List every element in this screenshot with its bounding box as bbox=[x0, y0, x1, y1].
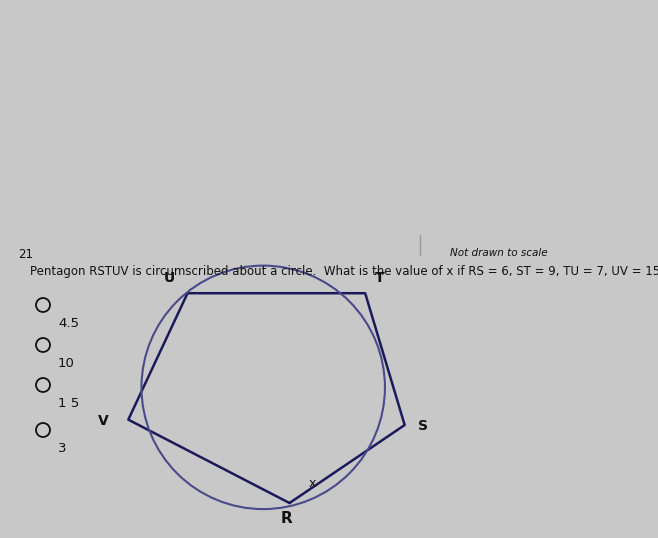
Text: S: S bbox=[418, 419, 428, 433]
Text: V: V bbox=[98, 414, 109, 428]
Text: 10: 10 bbox=[58, 357, 75, 370]
Text: 4.5: 4.5 bbox=[58, 317, 79, 330]
Text: 21: 21 bbox=[18, 248, 33, 261]
Text: 1 5: 1 5 bbox=[58, 397, 79, 410]
Text: U: U bbox=[163, 271, 175, 285]
Text: Not drawn to scale: Not drawn to scale bbox=[450, 248, 547, 258]
Text: Pentagon RSTUV is circumscribed about a circle.  What is the value of x if RS = : Pentagon RSTUV is circumscribed about a … bbox=[30, 265, 658, 278]
Text: R: R bbox=[280, 511, 292, 526]
Text: T: T bbox=[375, 271, 384, 285]
Text: x: x bbox=[309, 477, 316, 490]
Text: 3: 3 bbox=[58, 442, 66, 455]
